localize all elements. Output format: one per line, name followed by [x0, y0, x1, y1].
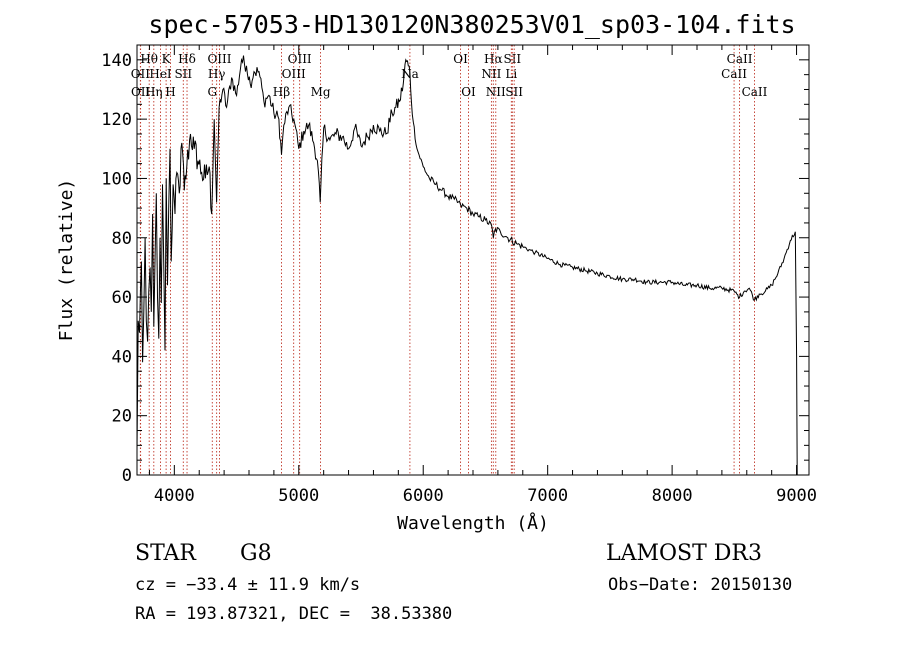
- y-tick-label: 80: [112, 229, 132, 249]
- y-tick-label: 60: [112, 288, 132, 308]
- obs-date: Obs−Date: 20150130: [608, 575, 793, 595]
- marker-label-5: Hη: [145, 85, 163, 99]
- marker-label-3: K: [162, 52, 172, 66]
- marker-label-12: OIII: [288, 52, 312, 66]
- marker-label-17: OI: [453, 52, 468, 66]
- marker-label-9: OIII: [207, 52, 231, 66]
- marker-label-13: OIII: [282, 67, 306, 81]
- spectrum-line: [136, 55, 798, 476]
- coordinates: RA = 193.87321, DEC = 38.53380: [135, 604, 453, 624]
- marker-label-14: Hβ: [273, 85, 290, 99]
- marker-label-0: Hθ: [140, 52, 158, 66]
- marker-label-7: Hδ: [178, 52, 196, 66]
- plot-frame: [136, 44, 810, 476]
- marker-label-6: H: [165, 85, 175, 99]
- spectrum-series: [136, 55, 798, 476]
- y-tick-label: 40: [112, 347, 132, 367]
- marker-label-2: OII: [131, 85, 151, 99]
- x-axis-label: Wavelength (Å): [397, 512, 549, 534]
- marker-label-25: CaII: [727, 52, 753, 66]
- marker-label-11: G: [207, 85, 217, 99]
- x-axis: 4000 5000 6000 7000 8000 9000: [148, 45, 817, 506]
- x-tick-label: 9000: [776, 486, 817, 506]
- y-tick-label: 20: [112, 407, 132, 427]
- x-tick-label: 4000: [154, 486, 195, 506]
- marker-label-4: HeI: [149, 67, 172, 81]
- y-axis: 0 20 40 60 80 100 120 140: [101, 51, 809, 486]
- marker-label-24: SII: [505, 85, 523, 99]
- x-tick-label: 8000: [652, 486, 693, 506]
- marker-label-21: NII: [481, 67, 501, 81]
- survey-name: LAMOST DR3: [606, 541, 762, 566]
- marker-label-22: Li: [505, 67, 517, 81]
- x-tick-label: 5000: [278, 486, 319, 506]
- redshift-velocity: cz = −33.4 ± 11.9 km/s: [135, 575, 361, 595]
- y-tick-label: 120: [101, 110, 132, 130]
- marker-label-18: OI: [461, 85, 476, 99]
- marker-label-10: Hγ: [208, 67, 226, 81]
- marker-label-26: CaII: [721, 67, 747, 81]
- marker-label-19: Hα: [484, 52, 503, 66]
- subclass: G8: [240, 541, 272, 566]
- marker-label-23: NII: [486, 85, 506, 99]
- object-type: STAR: [135, 541, 196, 566]
- marker-label-8: SII: [174, 67, 192, 81]
- marker-label-20: SII: [503, 52, 521, 66]
- y-tick-label: 100: [101, 169, 132, 189]
- marker-label-15: Mg: [311, 85, 331, 99]
- marker-label-27: CaII: [742, 85, 768, 99]
- x-tick-label: 7000: [527, 486, 568, 506]
- y-tick-label: 0: [122, 466, 132, 486]
- x-tick-label: 6000: [403, 486, 444, 506]
- y-axis-label: Flux (relative): [56, 179, 77, 342]
- y-tick-label: 140: [101, 51, 132, 71]
- chart-title: spec-57053-HD130120N380253V01_sp03-104.f…: [148, 10, 795, 39]
